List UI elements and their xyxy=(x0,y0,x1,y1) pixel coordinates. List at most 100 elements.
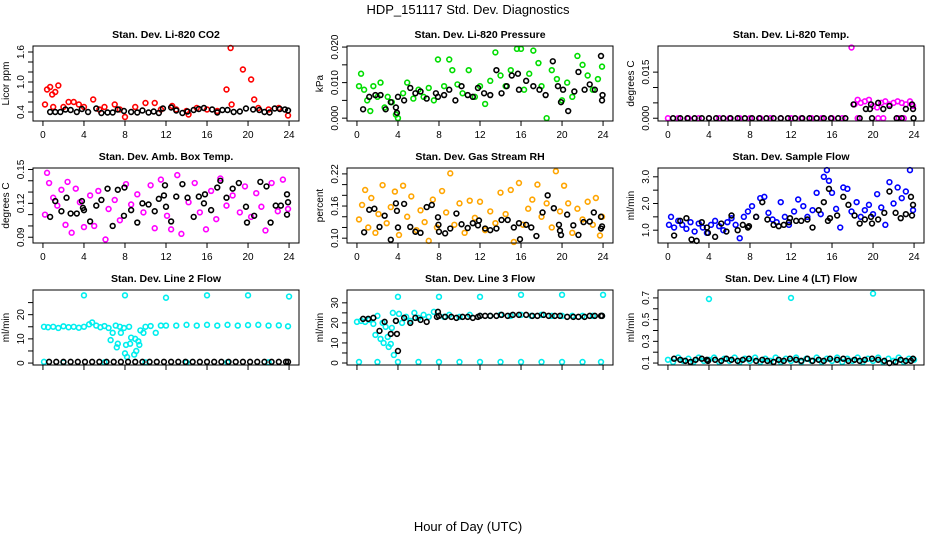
y-tick-label: 0.12 xyxy=(16,193,27,213)
data-point xyxy=(458,221,465,228)
data-point xyxy=(284,199,292,206)
y-tick-label: 10 xyxy=(16,333,27,345)
data-point xyxy=(434,56,442,63)
y-tick-label: 0.15 xyxy=(16,159,27,179)
data-point xyxy=(845,357,852,365)
data-point xyxy=(229,192,236,199)
data-point xyxy=(365,224,372,231)
data-point xyxy=(687,358,694,366)
y-tick-label: 20 xyxy=(16,309,27,321)
x-tick-label: 12 xyxy=(474,130,486,141)
data-point xyxy=(121,113,129,121)
data-point xyxy=(41,211,49,218)
y-tick-label: 20 xyxy=(330,317,341,329)
data-point xyxy=(387,340,394,348)
data-point xyxy=(435,312,443,320)
data-point xyxy=(140,329,147,337)
x-tick-label: 0 xyxy=(665,130,671,141)
data-point xyxy=(687,218,694,226)
data-point xyxy=(592,194,600,202)
x-tick-label: 0 xyxy=(665,252,671,263)
data-point xyxy=(868,355,876,362)
data-point xyxy=(102,236,109,243)
data-point xyxy=(882,221,889,229)
data-point xyxy=(58,186,65,193)
y-tick-label: 0.010 xyxy=(330,70,341,95)
data-point xyxy=(453,210,460,217)
data-point xyxy=(752,357,760,365)
data-point xyxy=(412,314,419,322)
data-point xyxy=(155,109,163,117)
x-tick-label: 0 xyxy=(40,130,46,141)
data-point xyxy=(195,193,203,200)
data-point xyxy=(381,318,388,326)
data-point xyxy=(355,358,363,366)
data-point xyxy=(529,196,536,203)
data-point xyxy=(228,101,235,108)
data-point xyxy=(447,225,454,232)
data-point xyxy=(792,354,800,361)
data-point xyxy=(366,93,373,101)
data-point xyxy=(178,230,185,238)
data-point xyxy=(67,210,74,217)
data-point xyxy=(515,219,523,227)
data-point xyxy=(720,226,727,234)
data-point xyxy=(394,358,402,366)
data-point xyxy=(790,208,798,215)
data-point xyxy=(139,200,146,207)
chart-panel: Stan. Dev. Sample Flow ml/min 0 4 8 12 16 20 24 1… xyxy=(626,151,925,263)
data-point xyxy=(355,216,363,223)
data-point xyxy=(543,200,550,207)
data-point xyxy=(850,101,857,108)
data-point xyxy=(515,86,523,93)
data-point xyxy=(193,322,200,329)
data-point xyxy=(902,188,910,195)
data-point xyxy=(435,221,442,228)
x-tick-label: 20 xyxy=(867,130,879,141)
data-point xyxy=(113,344,120,351)
data-point xyxy=(223,194,230,201)
data-point xyxy=(223,86,230,93)
data-point xyxy=(794,196,802,203)
data-point xyxy=(718,220,725,227)
data-point xyxy=(869,290,877,297)
data-point xyxy=(196,358,204,366)
data-point xyxy=(514,70,522,77)
data-point xyxy=(744,208,752,215)
data-point xyxy=(246,358,254,366)
data-point xyxy=(597,52,605,60)
data-point xyxy=(861,216,869,223)
data-point xyxy=(524,205,532,212)
data-point xyxy=(387,203,394,211)
data-point xyxy=(832,205,840,213)
data-point xyxy=(549,58,557,65)
data-point xyxy=(101,103,108,111)
data-point xyxy=(167,226,175,233)
data-point xyxy=(560,182,568,189)
data-point xyxy=(417,316,424,324)
data-point xyxy=(599,291,607,299)
data-point xyxy=(509,311,517,319)
data-point xyxy=(728,212,735,219)
data-point xyxy=(584,198,591,205)
data-point xyxy=(597,358,605,366)
data-point xyxy=(497,189,504,196)
data-point xyxy=(159,105,167,112)
data-point xyxy=(377,79,384,86)
data-point xyxy=(375,210,382,218)
data-point xyxy=(881,357,888,365)
data-point xyxy=(861,356,869,363)
x-tick-label: 4 xyxy=(81,130,87,141)
data-point xyxy=(67,106,74,114)
x-tick-label: 16 xyxy=(201,252,213,263)
plot-frame xyxy=(346,289,614,366)
data-point xyxy=(764,357,771,365)
data-point xyxy=(121,292,129,299)
data-point xyxy=(157,176,165,183)
data-point xyxy=(534,181,541,188)
data-point xyxy=(728,356,735,363)
data-point xyxy=(117,358,125,366)
data-point xyxy=(189,358,196,366)
data-point xyxy=(229,185,236,192)
data-point xyxy=(383,219,390,227)
